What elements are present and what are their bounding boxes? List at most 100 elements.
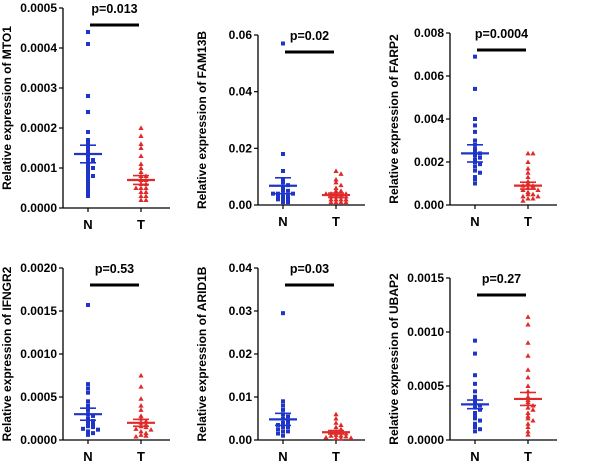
- data-point-n: [86, 170, 90, 174]
- data-point-n: [286, 197, 290, 202]
- data-point-t: [143, 421, 149, 427]
- data-point-t: [338, 182, 344, 188]
- p-value-label: p=0.27: [482, 272, 521, 286]
- data-point-n: [286, 200, 290, 205]
- data-point-n: [281, 194, 285, 199]
- data-point-t: [343, 193, 349, 199]
- data-point-t: [333, 185, 339, 190]
- y-tick-label: 0.0002: [20, 121, 57, 135]
- data-point-t: [138, 125, 144, 130]
- data-point-t: [143, 433, 149, 438]
- data-point-t: [143, 185, 149, 190]
- data-point-n: [478, 418, 482, 423]
- data-point-t: [525, 195, 531, 201]
- data-point-n: [86, 138, 90, 142]
- data-point-t: [348, 435, 354, 440]
- x-tick-label: N: [470, 449, 479, 464]
- y-tick-label: 0.0020: [20, 261, 57, 275]
- data-point-n: [86, 382, 90, 387]
- y-tick-label: 0.002: [414, 155, 444, 169]
- data-point-t: [525, 150, 531, 156]
- data-point-n: [86, 110, 90, 114]
- data-point-n: [478, 407, 482, 412]
- data-point-n: [281, 407, 285, 412]
- data-point-t: [138, 141, 144, 146]
- x-tick-label: T: [332, 214, 340, 229]
- data-point-t: [138, 384, 144, 389]
- data-point-t: [338, 422, 344, 427]
- y-tick-label: 0.0000: [20, 201, 57, 215]
- data-point-n: [281, 41, 285, 46]
- y-tick-label: 0.0005: [20, 1, 57, 15]
- y-tick-label: 0.00: [229, 433, 253, 447]
- y-tick-label: 0.0010: [407, 325, 444, 339]
- data-point-t: [525, 410, 531, 415]
- x-tick-label: N: [278, 449, 287, 464]
- data-point-t: [343, 433, 349, 439]
- y-tick-label: 0.0000: [20, 433, 57, 447]
- data-point-t: [138, 407, 144, 412]
- data-point-t: [333, 179, 339, 185]
- data-point-t: [530, 150, 536, 156]
- data-point-n: [473, 177, 477, 182]
- data-point-t: [138, 145, 144, 150]
- data-point-t: [143, 189, 149, 194]
- data-point-t: [143, 197, 149, 202]
- data-point-t: [138, 133, 144, 138]
- y-axis-label: Relative expression of ARID1B: [195, 266, 209, 441]
- data-point-t: [138, 153, 144, 158]
- data-point-t: [138, 197, 144, 202]
- data-point-n: [281, 311, 285, 316]
- data-point-n: [86, 386, 90, 391]
- data-point-t: [525, 353, 531, 358]
- data-point-t: [525, 405, 531, 410]
- data-point-t: [333, 168, 339, 173]
- data-point-t: [138, 432, 144, 437]
- y-tick-label: 0.0010: [20, 347, 57, 361]
- data-point-n: [473, 414, 477, 419]
- data-point-n: [473, 164, 477, 169]
- data-point-n: [86, 166, 90, 170]
- data-point-n: [473, 351, 477, 356]
- data-point-t: [530, 407, 536, 412]
- data-point-t: [328, 199, 334, 205]
- data-point-n: [478, 155, 482, 160]
- data-point-t: [338, 433, 344, 438]
- x-tick-label: T: [137, 217, 145, 232]
- data-point-n: [86, 194, 90, 198]
- data-point-n: [286, 425, 290, 430]
- y-tick-label: 0.04: [229, 85, 253, 99]
- data-point-t: [333, 420, 339, 425]
- data-point-n: [86, 399, 90, 404]
- data-point-t: [333, 176, 339, 182]
- data-point-t: [525, 170, 531, 175]
- data-point-n: [86, 42, 90, 46]
- data-point-t: [525, 159, 531, 164]
- data-point-n: [473, 181, 477, 186]
- data-point-n: [473, 416, 477, 421]
- data-point-t: [530, 191, 536, 197]
- data-point-t: [525, 374, 531, 380]
- data-point-t: [338, 188, 344, 193]
- p-value-label: p=0.013: [91, 2, 137, 16]
- data-point-t: [525, 165, 531, 171]
- data-point-n: [473, 117, 477, 121]
- y-tick-label: 0.06: [229, 28, 253, 42]
- p-value-label: p=0.03: [290, 262, 329, 276]
- data-point-n: [86, 30, 90, 34]
- data-point-n: [91, 422, 95, 427]
- data-point-n: [286, 418, 290, 423]
- data-point-t: [525, 432, 531, 437]
- x-tick-label: T: [332, 449, 340, 464]
- data-point-t: [138, 161, 144, 166]
- data-point-t: [333, 196, 339, 202]
- data-point-n: [86, 182, 90, 186]
- data-point-t: [138, 428, 144, 434]
- data-point-n: [276, 194, 280, 199]
- data-point-n: [281, 433, 285, 438]
- chart-panel-4: 0.0000 0.0005 0.0010 0.0015 0.0020 N T Relative…: [0, 261, 170, 464]
- y-tick-label: 0.0015: [407, 271, 444, 285]
- data-point-t: [133, 426, 139, 431]
- p-value-label: p=0.53: [95, 262, 134, 276]
- data-point-n: [473, 86, 477, 91]
